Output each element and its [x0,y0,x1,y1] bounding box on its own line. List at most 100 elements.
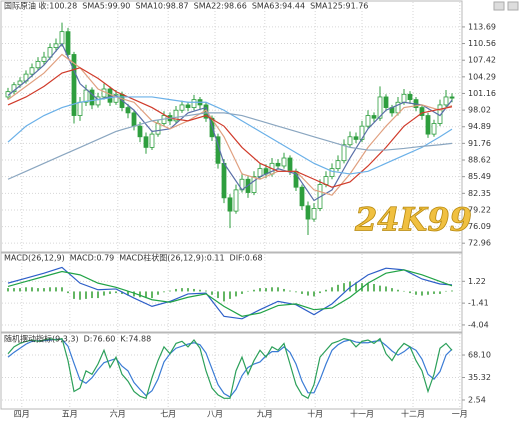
x-tick-label: 四月 [14,410,30,419]
y-tick-label: 94.89 [468,122,491,131]
candle-body [227,197,233,212]
legend-entry: SMA10:98.87 [135,2,188,11]
y-tick-label: 35.32 [468,373,491,382]
candle-body [443,96,449,106]
candle-body [53,43,59,48]
candle-body [233,189,239,212]
candle-body [143,136,149,148]
candle-body [401,93,407,103]
candle-body [83,89,89,103]
moving-average-line [7,42,453,202]
y-tick-label: 107.42 [468,56,496,65]
candle-body [35,60,41,69]
x-tick-label: 十一月 [350,409,374,419]
x-tick-label: 十月 [307,409,323,419]
candle-body [335,160,341,170]
y-tick-label: 2.54 [468,396,486,405]
window-button[interactable] [493,1,505,11]
candle-body [299,186,305,207]
legend-entry: DIF:0.68 [230,254,263,263]
y-tick-label: 82.35 [468,189,491,198]
candle-body [179,104,185,111]
x-tick-label: 八月 [207,410,223,419]
x-tick-label: 十二月 [401,409,425,419]
candle-body [173,109,179,122]
candle-body [77,101,83,116]
candle-body [407,93,413,101]
legend-entry: D:76.60 [84,335,116,344]
indicator-line [7,337,453,400]
y-tick-label: 104.29 [468,72,496,81]
legend-entry: SMA22:98.66 [194,2,247,11]
legend-entry: K:74.88 [120,335,151,344]
panel-border [0,332,463,410]
moving-average-line [7,53,453,196]
x-tick-label: 九月 [257,410,273,419]
candle-body [449,96,455,99]
candle-body [41,56,47,62]
y-tick-label: 88.62 [468,156,491,165]
y-tick-label: -1.41 [468,299,489,308]
candle-body [71,54,77,116]
y-tick-label: 110.56 [468,39,496,48]
moving-average-line [7,112,453,180]
candle-body [395,101,401,114]
candle-body [89,89,95,106]
candle-body [125,107,131,114]
candle-body [59,31,65,45]
indicator-line [7,266,453,320]
candle-body [113,93,119,103]
y-tick-label: 113.69 [468,22,496,31]
candle-body [251,176,257,193]
panel-title: 国际原油 收:100.28 [4,1,77,11]
y-tick-label: 79.22 [468,205,491,214]
y-tick-label: 101.16 [468,89,496,98]
legend-entry: MACD柱状图(26,12,9):0.11 [119,253,224,263]
candle-body [29,67,35,75]
candle-body [305,205,311,220]
candle-body [311,208,317,220]
candle-body [287,157,293,172]
indicator-line [7,269,453,317]
candle-body [425,115,431,135]
y-tick-label: 91.76 [468,139,491,148]
candle-body [191,99,197,108]
candle-body [107,88,113,103]
candle-body [383,96,389,108]
y-tick-label: -4.04 [468,320,489,329]
candle-body [11,84,17,93]
window-button[interactable] [507,1,519,11]
moving-average-line [7,96,453,175]
candle-body [281,157,287,167]
legend-entry: SMA63:94.44 [252,2,305,11]
y-tick-label: 98.02 [468,106,491,115]
candle-body [341,144,347,162]
candle-body [185,104,191,108]
candle-body [347,136,353,146]
x-tick-label: 一月 [452,410,468,419]
watermark: 24K99 [354,201,472,239]
candle-body [329,168,335,178]
candle-body [365,115,371,127]
y-tick-label: 76.09 [468,222,491,231]
candle-body [17,80,23,86]
legend-entry: SMA125:91.76 [310,2,368,11]
candle-body [371,115,377,119]
candle-body [155,123,161,135]
panel-title: MACD(26,12,9) [4,254,65,263]
x-tick-label: 五月 [62,410,78,419]
x-tick-label: 七月 [160,410,176,419]
candle-body [65,31,71,55]
x-tick-label: 六月 [110,409,126,419]
candle-body [149,133,155,148]
panel-border [0,252,463,333]
candle-body [431,123,437,135]
y-tick-label: 1.22 [468,277,486,286]
candle-body [275,162,281,167]
candle-body [353,136,359,140]
candle-body [95,96,101,106]
legend-entry: SMA5:99.90 [82,2,130,11]
y-tick-label: 85.49 [468,172,491,181]
